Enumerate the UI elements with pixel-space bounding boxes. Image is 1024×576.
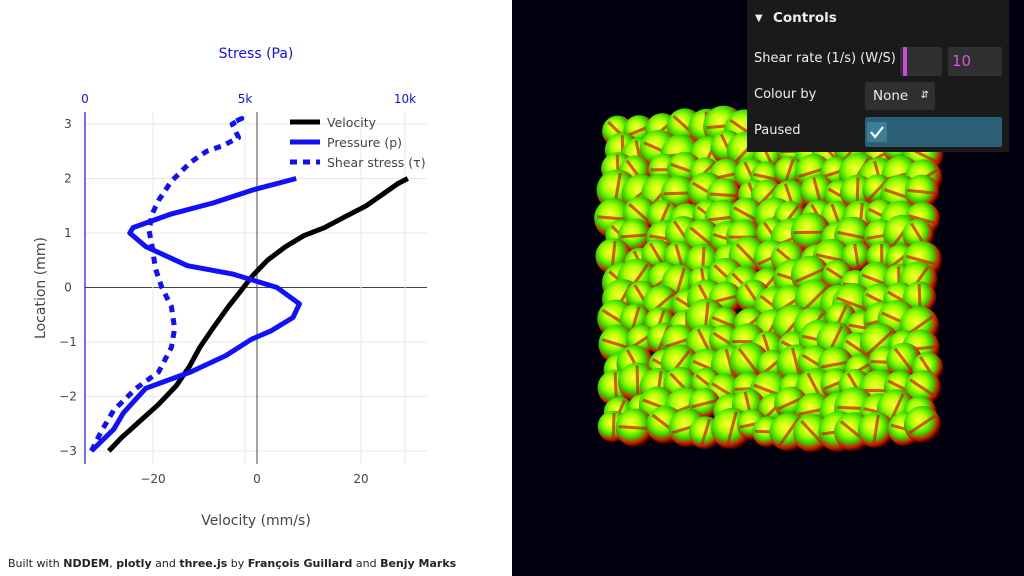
legend-label-0: Velocity — [327, 115, 377, 130]
series-line-0 — [106, 176, 409, 453]
shear-rate-input[interactable]: 10 — [948, 47, 1002, 76]
particle-stripe — [866, 330, 894, 356]
particle-stripe — [756, 185, 778, 208]
x2-tick-label: 0 — [81, 92, 89, 106]
x-tick-label: 0 — [253, 472, 261, 486]
particle-stripe — [711, 293, 741, 304]
particle-stripe — [837, 230, 869, 241]
particle-stripe — [801, 286, 828, 313]
controls-title: Controls — [773, 10, 837, 26]
y-axis-title: Location (mm) — [33, 237, 49, 339]
particle-stripe — [733, 206, 760, 223]
x2-axis-title: Stress (Pa) — [219, 46, 294, 62]
particle-stripe — [793, 230, 828, 235]
credits-and: and — [352, 557, 381, 570]
checkmark-icon — [870, 126, 884, 139]
colour-by-row: Colour by None ⇵ — [747, 76, 1009, 112]
particle-stripe — [872, 414, 880, 446]
particle-stripe — [907, 188, 937, 195]
plot-pane: −3 −2 −1 0 1 2 3 −20 0 20 0 5k 10k Velocity (mm/s) Str… — [0, 0, 512, 576]
shear-rate-row: Shear rate (1/s) (W/S) 10 — [747, 40, 1009, 76]
y-tick-label: 2 — [64, 172, 72, 186]
credits-nddem: NDDEM — [63, 557, 110, 570]
particles — [594, 105, 944, 453]
credits-sep: , — [109, 557, 117, 570]
shear-rate-slider-handle[interactable] — [903, 47, 908, 76]
x-tick-label: −20 — [140, 472, 165, 486]
particle-stripe — [908, 414, 937, 435]
legend-label-1: Pressure (p) — [327, 135, 402, 150]
controls-panel: ▼ Controls Shear rate (1/s) (W/S) 10 Col… — [747, 0, 1009, 152]
x-axis-title: Velocity (mm/s) — [201, 513, 311, 529]
controls-header[interactable]: ▼ Controls — [747, 0, 1009, 36]
particle-stripe — [691, 398, 718, 409]
particle-stripe — [628, 202, 652, 225]
x-tick-label: 20 — [353, 472, 368, 486]
particle-stripe — [689, 226, 716, 249]
credits-sep: and — [151, 557, 180, 570]
x2-tick-label: 10k — [394, 92, 416, 106]
y-tick-label: −2 — [59, 390, 77, 404]
particle-stripe — [725, 411, 738, 446]
particle-stripe — [853, 243, 861, 270]
particle-stripe — [867, 179, 888, 201]
legend-label-2: Shear stress (τ) — [327, 155, 426, 170]
credits-by: by — [227, 557, 248, 570]
particle-stripe — [800, 419, 825, 447]
paused-checkbox[interactable] — [867, 122, 887, 142]
particle-stripe — [620, 233, 650, 239]
particle-stripe — [794, 267, 827, 284]
paused-toggle[interactable] — [865, 117, 1002, 147]
particle-stripe — [907, 214, 938, 226]
particle-stripe — [777, 396, 805, 411]
particle-stripe — [709, 192, 739, 198]
y-tick-label: 1 — [64, 226, 72, 240]
y-tick-label: −3 — [59, 444, 77, 458]
particle-stripe — [737, 347, 761, 377]
particle-stripe — [635, 365, 640, 399]
credits-author-marks: Benjy Marks — [380, 557, 457, 570]
particle-stripe — [674, 267, 686, 299]
shear-rate-slider[interactable] — [900, 47, 942, 76]
particle-stripe — [778, 417, 800, 447]
particle-stripe — [611, 412, 616, 441]
credits-prefix: Built with — [8, 557, 64, 570]
paused-row: Paused — [747, 112, 1009, 148]
credits: Built with NDDEM, plotly and three.js by… — [8, 557, 456, 570]
particle-stripe — [820, 360, 851, 369]
shear-rate-label: Shear rate (1/s) (W/S) — [754, 50, 896, 66]
colour-by-label: Colour by — [754, 86, 817, 102]
colour-by-select[interactable]: None ⇵ — [865, 82, 935, 110]
chevron-down-icon: ▼ — [755, 12, 763, 24]
y-tick-label: −1 — [59, 335, 77, 349]
series-line-2 — [89, 116, 245, 453]
colour-by-value: None — [873, 88, 909, 104]
particle-stripe — [893, 347, 915, 374]
x2-tick-label: 5k — [238, 92, 253, 106]
stress-velocity-plot[interactable]: −3 −2 −1 0 1 2 3 −20 0 20 0 5k 10k Velocity (mm/s) Str… — [0, 0, 512, 576]
particle-stripe — [618, 425, 652, 431]
credits-plotly: plotly — [116, 557, 152, 570]
particle-stripe — [783, 158, 795, 185]
particle-stripe — [909, 378, 937, 399]
y-tick-label: 3 — [64, 117, 72, 131]
particle-stripe — [711, 316, 738, 329]
paused-label: Paused — [754, 122, 801, 138]
credits-threejs: three.js — [179, 557, 228, 570]
credits-author-guillard: François Guillard — [247, 557, 353, 570]
particle-stripe — [753, 172, 780, 182]
select-arrows-icon: ⇵ — [920, 90, 929, 101]
y-tick-label: 0 — [64, 281, 72, 295]
particle-stripe — [699, 418, 711, 447]
series-line-1 — [89, 176, 302, 453]
particle-scene-canvas[interactable] — [512, 0, 1024, 576]
particle-stripe — [905, 254, 939, 267]
